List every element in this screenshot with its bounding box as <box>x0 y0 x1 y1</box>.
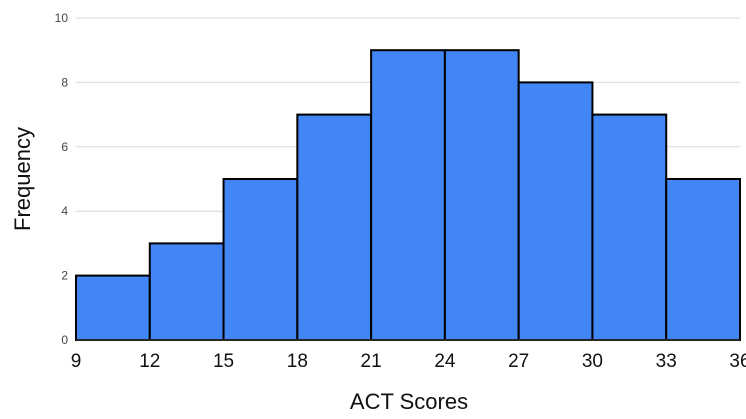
y-tick-label: 10 <box>55 11 69 25</box>
histogram-bar <box>148 242 225 341</box>
histogram-bar <box>75 274 151 342</box>
x-tick-label: 30 <box>582 351 603 372</box>
y-tick-label: 6 <box>61 140 68 154</box>
histogram-bar <box>665 178 742 341</box>
x-tick-label: 12 <box>139 351 160 372</box>
histogram-bars <box>75 49 742 342</box>
x-tick-label: 15 <box>213 351 234 372</box>
y-tick-label: 4 <box>61 204 68 218</box>
x-tick-label: 24 <box>434 351 456 372</box>
x-tick-label: 27 <box>508 351 529 372</box>
y-tick-label: 0 <box>61 333 68 347</box>
histogram-bar <box>591 113 668 341</box>
x-axis-ticks: 9 12 15 18 21 24 27 30 33 36 <box>71 351 746 372</box>
histogram-bar <box>517 81 594 342</box>
y-axis-title: Frequency <box>10 127 35 231</box>
y-tick-label: 8 <box>61 75 68 89</box>
x-tick-label: 18 <box>287 351 308 372</box>
y-axis-ticks: 0 2 4 6 8 10 <box>55 11 69 347</box>
y-tick-label: 2 <box>61 269 68 283</box>
histogram-bar <box>370 49 446 341</box>
x-tick-label: 9 <box>71 351 82 372</box>
histogram-bar <box>443 49 520 341</box>
histogram-bar <box>296 113 373 341</box>
x-tick-label: 21 <box>361 351 382 372</box>
x-axis-title: ACT Scores <box>350 389 468 414</box>
x-tick-label: 36 <box>729 351 746 372</box>
histogram-bar <box>222 178 299 341</box>
x-tick-label: 33 <box>656 351 677 372</box>
